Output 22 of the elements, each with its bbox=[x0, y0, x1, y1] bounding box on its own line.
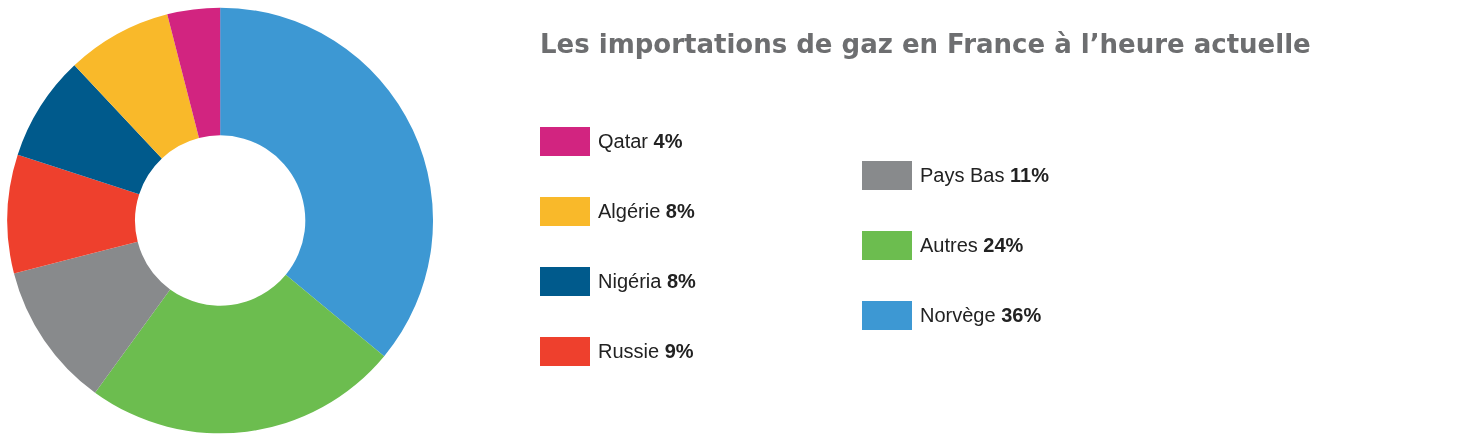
legend-label: Norvège bbox=[920, 304, 996, 326]
donut-slice bbox=[220, 7, 433, 357]
text: Les importations de gaz en France à l’heure actuelle bbox=[540, 29, 1311, 60]
data-label: 36% bbox=[1001, 304, 1042, 326]
legend-label: Russie bbox=[598, 340, 660, 362]
donut-slice bbox=[95, 274, 385, 434]
donut-slice bbox=[167, 7, 221, 139]
data-label: 4% bbox=[653, 130, 683, 152]
legend-label: Nigéria bbox=[598, 270, 662, 292]
legend-label: Qatar bbox=[598, 130, 649, 152]
data-label: 9% bbox=[664, 340, 694, 362]
legend-label: Pays Bas bbox=[920, 164, 1005, 186]
donut-slice bbox=[17, 65, 162, 195]
legend-label: Autres bbox=[920, 234, 978, 256]
data-label: 8% bbox=[665, 200, 695, 222]
data-label: 24% bbox=[983, 234, 1024, 256]
data-label: 8% bbox=[666, 270, 696, 292]
legend-label: Algérie bbox=[598, 200, 661, 222]
donut-slice bbox=[74, 14, 199, 159]
donut-slice bbox=[7, 154, 140, 274]
data-label: 11% bbox=[1010, 164, 1049, 186]
donut-slice bbox=[13, 241, 171, 393]
